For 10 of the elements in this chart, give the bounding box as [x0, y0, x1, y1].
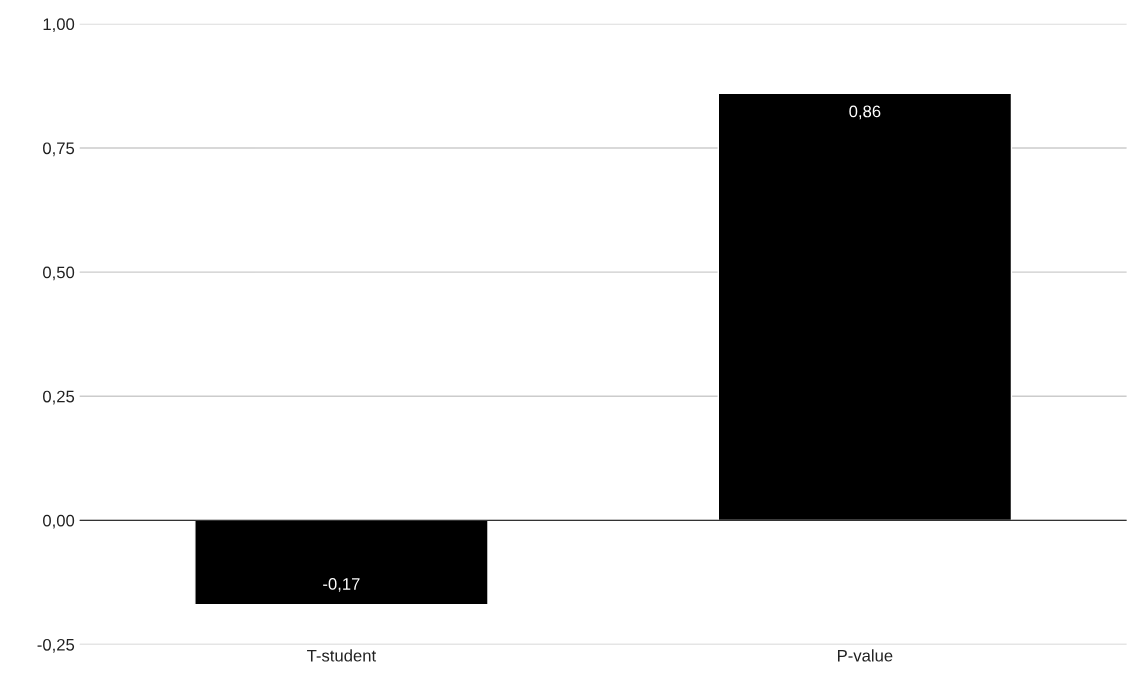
y-tick-label: 1,00: [43, 18, 75, 33]
text: 0,86: [849, 105, 881, 120]
x-tick-label: T-student: [307, 649, 377, 662]
text: -0,17: [323, 578, 360, 592]
y-tick-label: 0,00: [43, 514, 75, 529]
x-tick-label: P-value: [837, 649, 893, 662]
y-tick-label: 0,75: [43, 142, 75, 157]
y-tick-label: 0,25: [43, 390, 75, 405]
y-tick-label: -0,25: [37, 638, 75, 653]
y-tick-label: 0,50: [43, 266, 75, 281]
